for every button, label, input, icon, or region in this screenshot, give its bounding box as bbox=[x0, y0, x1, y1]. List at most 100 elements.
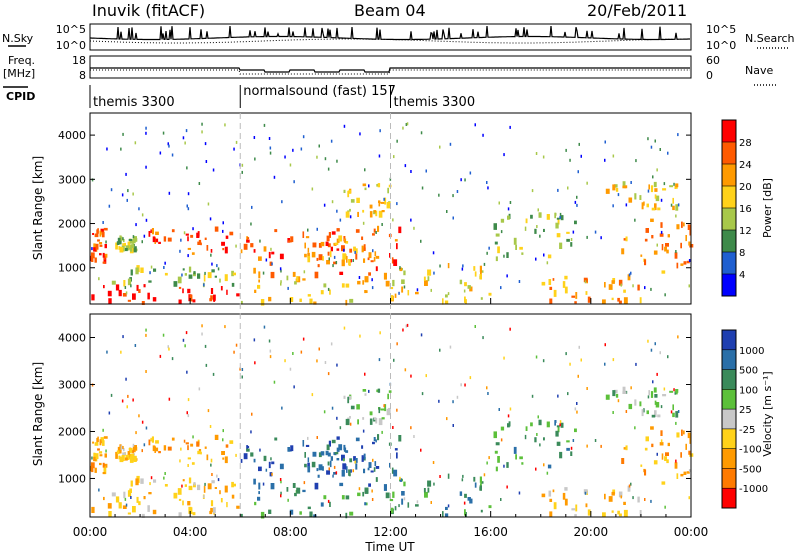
power-echo-cell bbox=[651, 235, 654, 239]
power-echo-cell bbox=[530, 214, 533, 219]
velocity-echo-cell bbox=[349, 511, 354, 516]
velocity-echo-cell bbox=[665, 452, 669, 456]
power-echo-cell bbox=[235, 140, 238, 144]
power-echo-cell bbox=[105, 240, 107, 244]
power-echo-cell bbox=[420, 239, 422, 243]
power-echo-cell bbox=[612, 204, 614, 208]
power-echo-cell bbox=[323, 283, 327, 288]
power-echo-cell bbox=[407, 290, 410, 296]
velocity-echo-cell bbox=[644, 469, 647, 476]
velocity-echo-cell bbox=[645, 436, 649, 442]
velocity-echo-cell bbox=[124, 497, 127, 501]
power-echo-cell bbox=[537, 208, 539, 212]
power-ylabel: Slant Range [km] bbox=[31, 156, 45, 260]
power-echo-cell bbox=[198, 239, 202, 244]
nsearch-trace bbox=[90, 38, 690, 44]
power-echo-cell bbox=[181, 273, 183, 277]
velocity-echo-cell bbox=[559, 451, 563, 459]
velocity-echo-cell bbox=[163, 476, 165, 480]
velocity-echo-cell bbox=[354, 460, 356, 464]
power-echo-cell bbox=[659, 233, 664, 237]
power-echo-cell bbox=[566, 238, 570, 242]
velocity-echo-cell bbox=[651, 414, 656, 418]
power-echo-cell bbox=[398, 291, 400, 295]
velocity-echo-cell bbox=[662, 394, 667, 397]
power-echo-cell bbox=[183, 231, 186, 235]
power-echo-cell bbox=[177, 276, 182, 284]
velocity-echo-cell bbox=[279, 463, 284, 470]
velocity-echo-cell bbox=[410, 374, 412, 378]
colorbar-tick-label: 4 bbox=[739, 270, 745, 281]
power-echo-cell bbox=[548, 279, 552, 285]
power-echo-cell bbox=[338, 235, 343, 242]
power-echo-cell bbox=[355, 248, 358, 254]
power-echo-cell bbox=[345, 283, 350, 288]
velocity-echo-cell bbox=[102, 472, 106, 475]
power-echo-cell bbox=[402, 126, 404, 130]
velocity-echo-cell bbox=[445, 506, 448, 510]
velocity-echo-cell bbox=[341, 495, 345, 500]
y-tick-label: 3000 bbox=[58, 173, 86, 186]
power-echo-cell bbox=[182, 288, 184, 294]
velocity-echo-cell bbox=[339, 482, 344, 487]
power-echo-cell bbox=[622, 185, 627, 189]
power-echo-cell bbox=[625, 203, 628, 207]
velocity-echo-cell bbox=[145, 333, 147, 337]
velocity-echo-cell bbox=[153, 479, 157, 483]
velocity-echo-cell bbox=[657, 414, 661, 418]
power-echo-cell bbox=[580, 154, 582, 158]
velocity-echo-cell bbox=[497, 456, 500, 463]
velocity-echo-cell bbox=[398, 435, 402, 442]
velocity-echo-cell bbox=[345, 450, 349, 453]
power-echo-cell bbox=[247, 237, 250, 240]
power-echo-cell bbox=[507, 207, 510, 211]
velocity-echo-cell bbox=[564, 498, 568, 506]
power-echo-cell bbox=[677, 133, 679, 137]
power-echo-cell bbox=[258, 279, 260, 283]
colorbar-swatch bbox=[722, 164, 736, 186]
velocity-echo-cell bbox=[439, 348, 441, 352]
power-echo-cell bbox=[118, 289, 122, 297]
power-echo-cell bbox=[130, 246, 133, 252]
velocity-echo-cell bbox=[110, 393, 113, 397]
velocity-echo-cell bbox=[611, 510, 614, 513]
power-echo-cell bbox=[145, 126, 147, 130]
velocity-echo-cell bbox=[663, 387, 666, 391]
velocity-echo-cell bbox=[210, 507, 213, 513]
velocity-echo-cell bbox=[648, 390, 650, 396]
power-echo-cell bbox=[187, 254, 189, 258]
freq-panel-frame bbox=[89, 55, 692, 79]
power-echo-cell bbox=[217, 267, 220, 271]
velocity-echo-cell bbox=[102, 428, 104, 432]
velocity-echo-cell bbox=[229, 440, 234, 444]
power-echo-cell bbox=[403, 285, 406, 289]
power-echo-cell bbox=[574, 301, 577, 304]
velocity-echo-cell bbox=[320, 502, 324, 507]
power-echo-cell bbox=[130, 269, 133, 276]
power-echo-cell bbox=[102, 261, 106, 264]
power-echo-cell bbox=[268, 137, 271, 140]
power-echo-cell bbox=[378, 154, 381, 158]
velocity-echo-cell bbox=[155, 440, 159, 444]
power-echo-cell bbox=[93, 243, 96, 250]
nave-tick-bottom: 0 bbox=[706, 69, 713, 82]
velocity-echo-cell bbox=[653, 387, 657, 393]
velocity-echo-cell bbox=[329, 501, 331, 507]
power-echo-cell bbox=[355, 229, 360, 233]
velocity-echo-cell bbox=[196, 441, 200, 447]
power-echo-cell bbox=[289, 297, 294, 302]
velocity-echo-cell bbox=[585, 503, 588, 508]
velocity-echo-cell bbox=[515, 454, 517, 460]
power-echo-cell bbox=[547, 254, 552, 259]
velocity-echo-cell bbox=[587, 509, 591, 516]
velocity-echo-cell bbox=[225, 444, 229, 448]
velocity-echo-cell bbox=[130, 456, 133, 462]
velocity-echo-cell bbox=[270, 457, 272, 461]
velocity-echo-cell bbox=[212, 372, 215, 376]
velocity-echo-cell bbox=[654, 394, 658, 398]
velocity-echo-cell bbox=[392, 491, 395, 498]
y-tick-label: 1000 bbox=[58, 262, 86, 275]
power-echo-cell bbox=[187, 247, 191, 250]
power-echo-cell bbox=[661, 270, 666, 274]
power-echo-cell bbox=[130, 284, 132, 288]
